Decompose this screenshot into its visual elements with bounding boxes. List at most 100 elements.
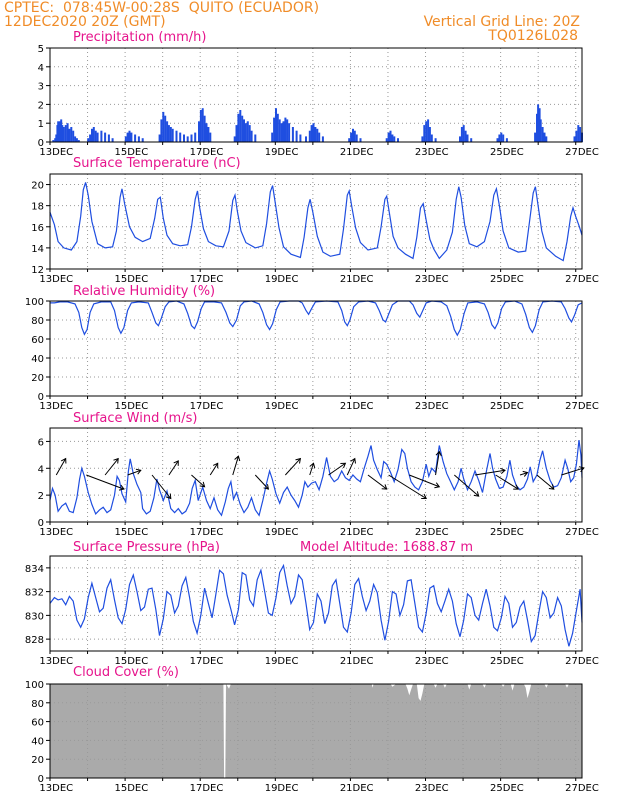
- x-date-label: 17DEC: [190, 274, 224, 285]
- precip-bar: [203, 115, 206, 142]
- precip-bar: [128, 130, 131, 142]
- wind-vector: [519, 472, 528, 476]
- precip-bar: [318, 132, 321, 142]
- x-date-label: 23DEC: [415, 401, 449, 412]
- x-date-label: 17DEC: [190, 147, 224, 158]
- wind-vector: [474, 469, 506, 476]
- precip-bar: [496, 138, 499, 142]
- precip-bar: [359, 138, 362, 142]
- cloud-cover-area: [49, 684, 582, 778]
- precip-bar: [186, 136, 189, 142]
- x-date-label: 13DEC: [39, 274, 73, 285]
- wind-vector-head: [135, 468, 142, 475]
- y-tick-label: 40: [31, 354, 44, 365]
- precip-bar: [498, 134, 501, 142]
- wind-vector: [328, 462, 346, 476]
- panel-title: Surface Temperature (nC): [73, 156, 241, 171]
- x-date-label: 17DEC: [190, 656, 224, 667]
- precip-bar: [62, 127, 65, 142]
- precip-bar: [299, 134, 302, 142]
- precip-bar: [423, 125, 426, 142]
- model-altitude-label: Model Altitude: 1688.87 m: [300, 540, 473, 555]
- precip-bar: [295, 130, 298, 142]
- wind-vector-head: [173, 460, 179, 466]
- precip-bar: [434, 138, 437, 142]
- y-tick-label: 0: [38, 392, 44, 403]
- precip-bar: [104, 132, 107, 142]
- panel-title: Surface Pressure (hPa): [73, 540, 220, 555]
- precip-bar: [286, 119, 289, 142]
- wind-vector: [561, 467, 585, 476]
- x-date-label: 15DEC: [115, 527, 149, 538]
- x-date-label: 25DEC: [490, 656, 524, 667]
- y-tick-label: 0: [38, 518, 44, 529]
- precip-bar: [244, 123, 247, 142]
- y-tick-label: 2: [38, 100, 44, 111]
- wind-vector: [346, 458, 356, 476]
- y-tick-label: 832: [25, 588, 44, 599]
- wind-vector: [104, 458, 119, 476]
- precip-bar: [425, 121, 428, 142]
- wind-vector-head: [522, 470, 529, 477]
- x-date-label: 21DEC: [340, 783, 374, 794]
- precip-bar: [545, 136, 548, 142]
- precip-bar: [387, 132, 390, 142]
- precip-bar: [126, 132, 129, 142]
- precip-bar: [198, 121, 200, 142]
- panel-frame: [49, 555, 583, 652]
- panel-frame: [49, 300, 583, 397]
- header-station: CPTEC: 078:45W-00:28S QUITO (ECUADOR): [4, 0, 320, 16]
- precip-bar: [275, 108, 277, 142]
- header-date: 12DEC2020 20Z (GMT): [4, 14, 166, 30]
- precip-bar: [175, 130, 178, 142]
- x-date-label: 19DEC: [265, 401, 299, 412]
- precip-bar: [537, 104, 540, 142]
- x-date-label: 13DEC: [39, 783, 73, 794]
- precip-bar: [61, 125, 64, 142]
- header-model-id: TQ0126L028: [488, 28, 578, 44]
- precip-bar: [254, 134, 257, 142]
- precip-bar: [575, 130, 578, 142]
- x-date-label: 17DEC: [190, 401, 224, 412]
- precip-bar: [353, 130, 356, 142]
- x-date-label: 19DEC: [265, 147, 299, 158]
- x-date-label: 27DEC: [565, 783, 599, 794]
- panel-title: Relative Humidity (%): [73, 284, 215, 299]
- precip-bar: [68, 128, 71, 142]
- precip-bar: [160, 119, 163, 142]
- precip-bar: [96, 132, 99, 142]
- x-date-label: 13DEC: [39, 656, 73, 667]
- precip-bar: [52, 140, 55, 142]
- x-date-label: 15DEC: [115, 147, 149, 158]
- precip-bar: [111, 138, 114, 142]
- precip-bar: [190, 134, 193, 142]
- wind-speed-line: [49, 440, 583, 517]
- y-tick-label: 40: [31, 736, 44, 747]
- wind-vector: [168, 460, 179, 476]
- header-grid-line: Vertical Grid Line: 20Z: [423, 14, 580, 30]
- precip-bar: [428, 127, 431, 142]
- x-date-label: 13DEC: [39, 147, 73, 158]
- precip-bar: [75, 138, 78, 142]
- wind-vector-head: [500, 467, 506, 474]
- wind-vector: [435, 451, 440, 476]
- precip-bar: [391, 134, 394, 142]
- wind-vector-head: [165, 493, 172, 500]
- temperature-line: [49, 182, 583, 262]
- precip-bar: [248, 125, 251, 142]
- x-date-label: 27DEC: [565, 527, 599, 538]
- precip-bar: [54, 138, 57, 142]
- precip-bar: [348, 138, 351, 142]
- precip-bar: [577, 125, 580, 142]
- panel-frame: [49, 427, 583, 523]
- precip-bar: [171, 128, 174, 142]
- humidity-line: [49, 300, 583, 337]
- y-tick-label: 20: [31, 373, 44, 384]
- wind-vector-head: [434, 482, 441, 489]
- wind-vector: [495, 474, 519, 490]
- x-date-label: 25DEC: [490, 274, 524, 285]
- x-date-label: 15DEC: [115, 783, 149, 794]
- precip-bar: [167, 125, 170, 142]
- precip-bar: [72, 130, 75, 142]
